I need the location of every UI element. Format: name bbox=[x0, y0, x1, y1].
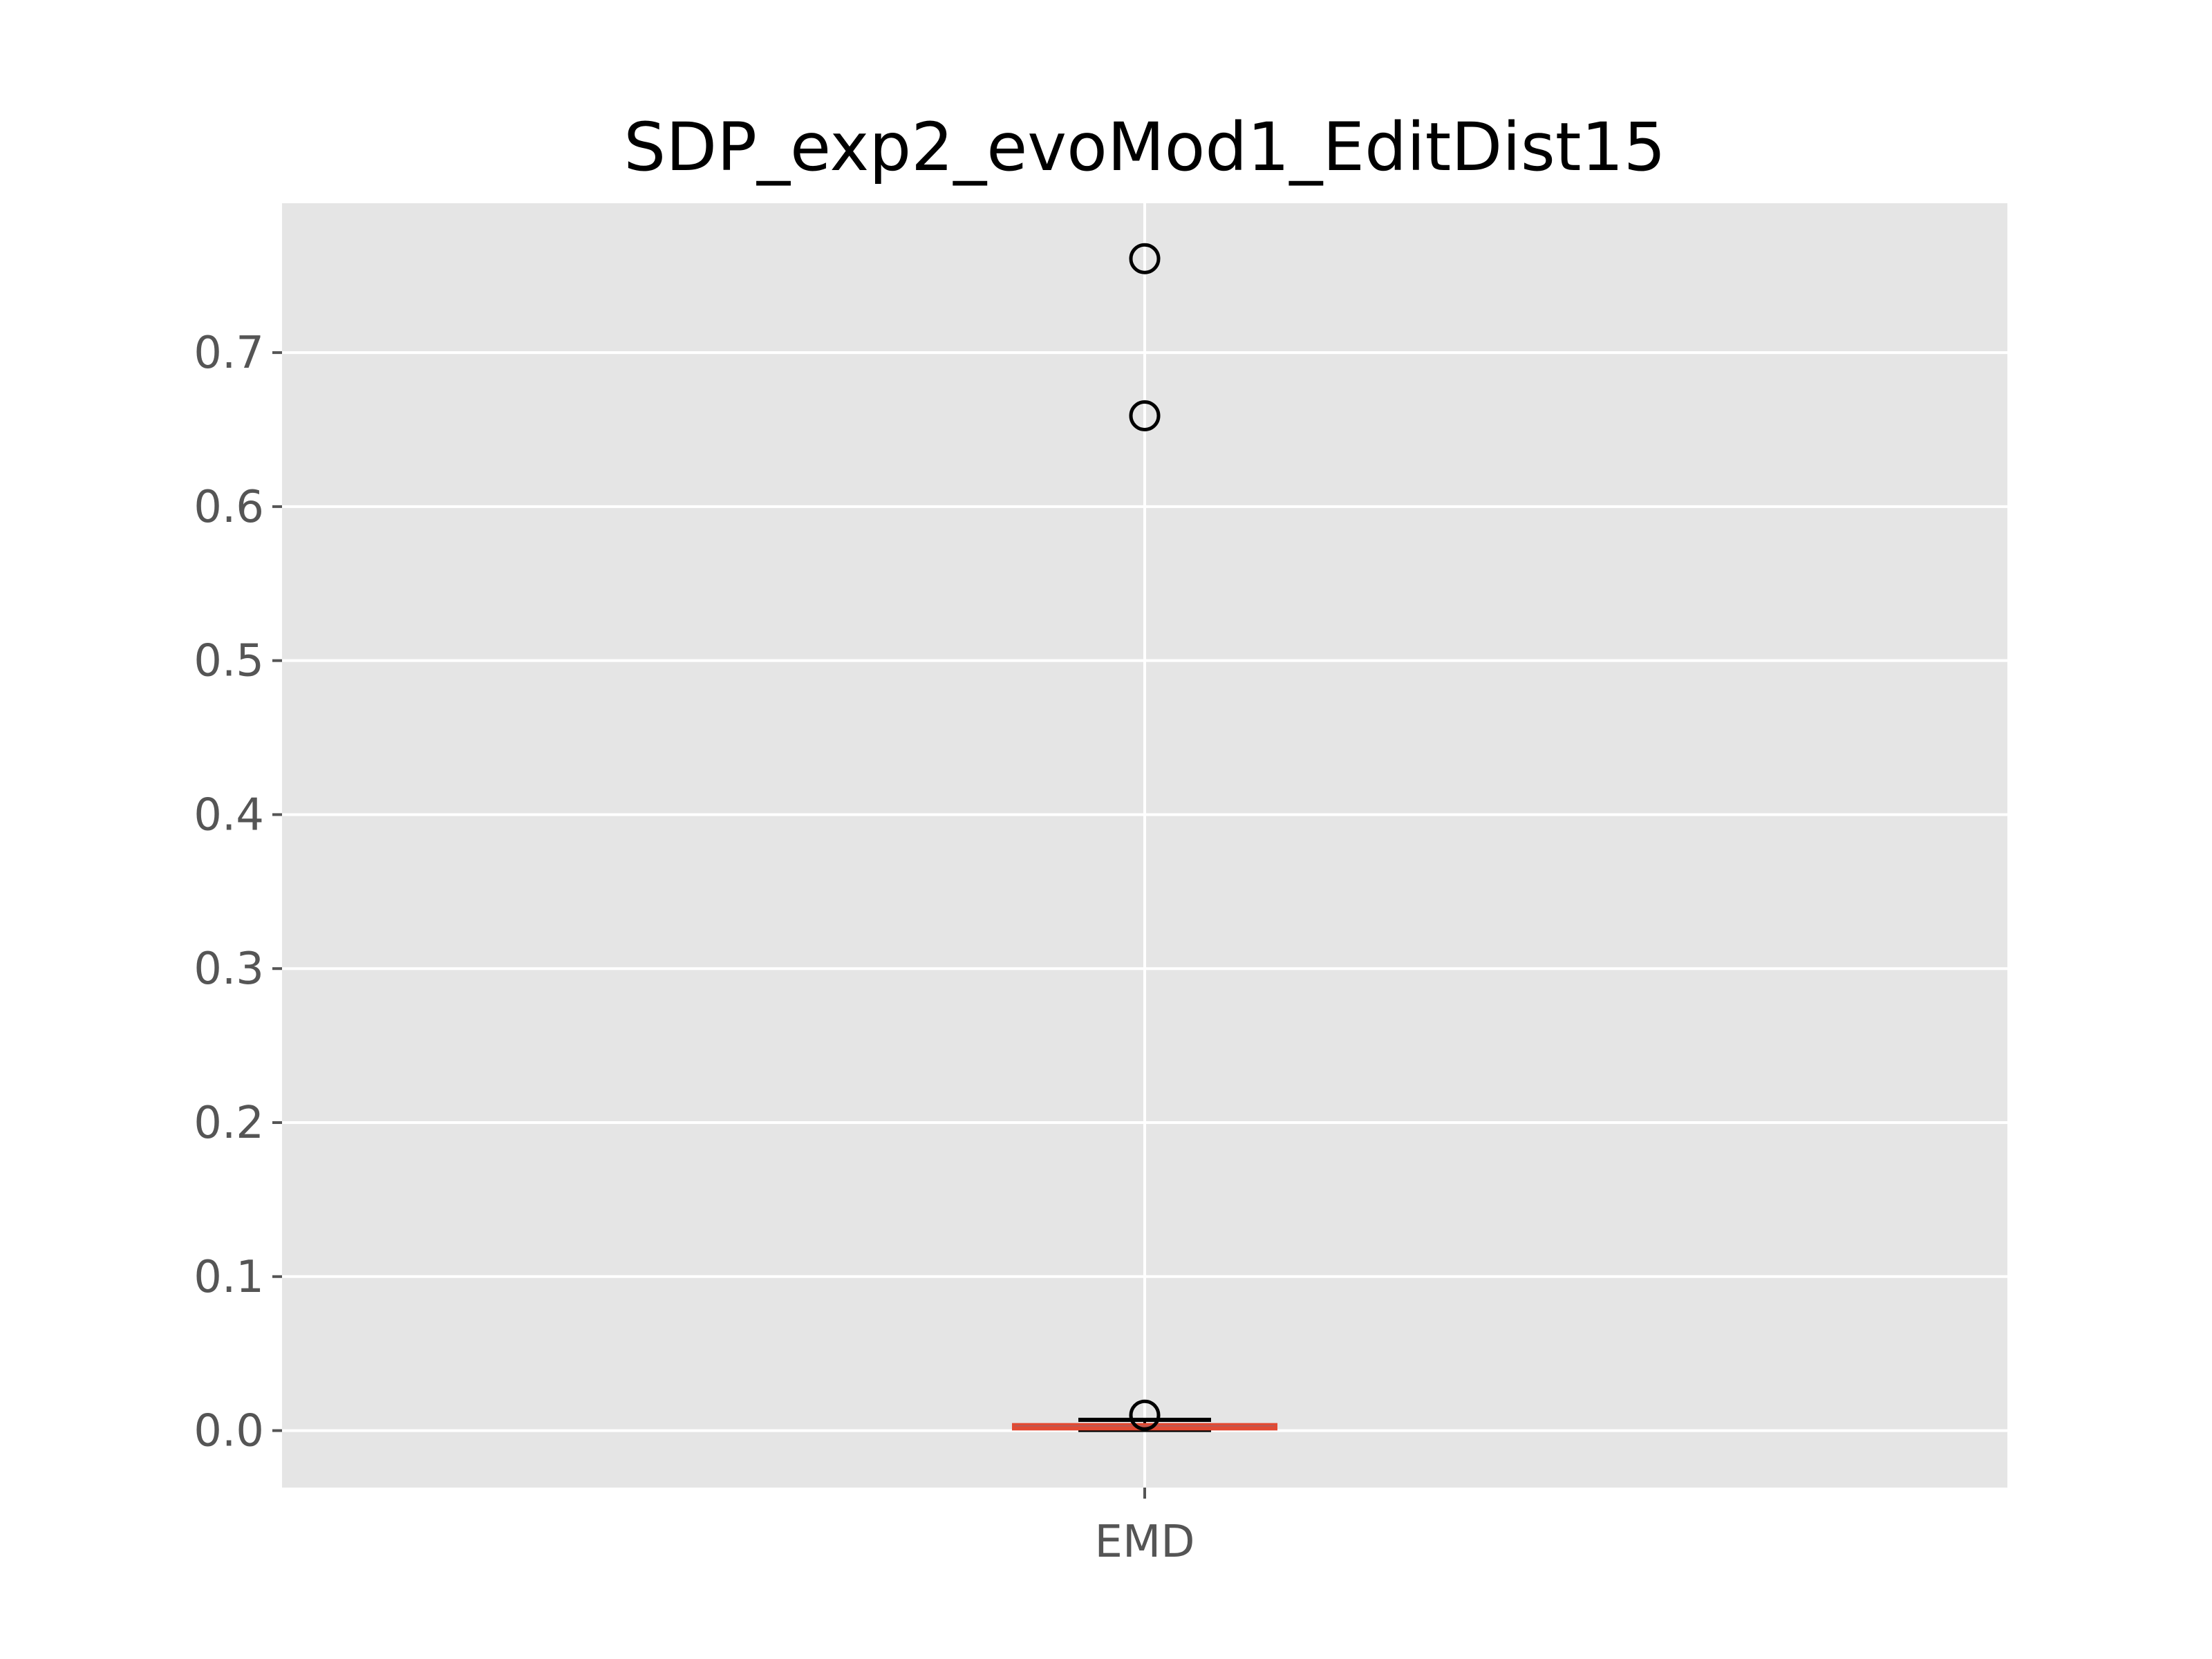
chart-title: SDP_exp2_evoMod1_EditDist15 bbox=[624, 109, 1665, 186]
y-tick-label: 0.2 bbox=[194, 1098, 264, 1149]
outlier-point bbox=[1129, 1399, 1161, 1431]
outlier-point bbox=[1129, 243, 1161, 274]
grid-lines bbox=[282, 203, 2007, 1488]
y-tick-label: 0.5 bbox=[194, 636, 264, 687]
y-tick-label: 0.3 bbox=[194, 944, 264, 995]
x-tick-label: EMD bbox=[1095, 1517, 1195, 1568]
boxes bbox=[1012, 243, 1277, 1432]
outlier-point bbox=[1129, 400, 1161, 431]
y-tick-label: 0.7 bbox=[194, 328, 264, 379]
y-tick-label: 0.6 bbox=[194, 482, 264, 533]
y-tick-label: 0.4 bbox=[194, 789, 264, 841]
y-tick-label: 0.0 bbox=[194, 1406, 264, 1457]
axes: 0.0 0.1 0.2 0.3 0.4 0.5 0.6 0.7 EMD bbox=[194, 328, 1194, 1568]
y-tick-label: 0.1 bbox=[194, 1252, 264, 1303]
box-emd bbox=[1012, 243, 1277, 1432]
